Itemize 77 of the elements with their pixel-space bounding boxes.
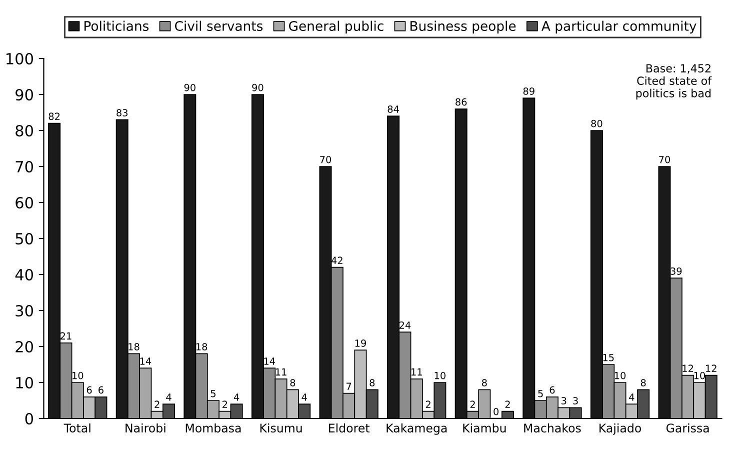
data-label: 15 (603, 354, 614, 362)
data-label: 7 (346, 382, 352, 390)
data-label: 84 (388, 105, 399, 113)
y-tick-label: 90 (16, 88, 34, 101)
y-tick-label: 80 (16, 124, 34, 137)
x-tick-label: Kisumu (260, 423, 302, 432)
x-tick-label: Kakamega (386, 423, 447, 435)
data-label: 14 (264, 358, 276, 365)
y-tick-label: 50 (16, 232, 34, 245)
y-tick-label: 20 (16, 340, 34, 353)
legend-label: A particular community (542, 20, 696, 34)
data-label: 6 (86, 386, 92, 394)
data-label: 11 (412, 368, 422, 376)
data-label: 18 (128, 343, 140, 350)
data-label: 18 (196, 343, 208, 350)
data-label: 83 (116, 109, 128, 116)
data-label: 90 (252, 84, 264, 92)
data-label: 3 (573, 397, 578, 404)
data-label: 39 (670, 267, 682, 275)
y-tick-label: 10 (16, 376, 34, 389)
data-label: 24 (399, 321, 411, 329)
y-tick-label: 0 (25, 412, 34, 425)
legend-label: Politicians (84, 20, 149, 31)
data-label: 70 (320, 156, 332, 164)
legend-label: Civil servants (175, 20, 263, 31)
y-tick-label: 60 (16, 196, 34, 209)
data-label: 8 (640, 379, 646, 386)
data-label: 14 (140, 358, 152, 365)
x-tick-label: Mombasa (186, 423, 241, 432)
data-label: 10 (694, 372, 706, 380)
data-label: 5 (538, 390, 543, 398)
data-label: 5 (210, 390, 216, 398)
legend-label: Business people (410, 20, 516, 34)
data-label: 2 (222, 400, 228, 408)
data-label: 11 (276, 368, 286, 376)
data-label: 0 (494, 408, 499, 416)
data-label: 82 (48, 112, 60, 120)
x-tick-label: Kiambu (463, 423, 506, 432)
data-label: 10 (614, 372, 626, 380)
x-tick-label: Garissa (666, 423, 709, 432)
data-label: 4 (302, 394, 307, 401)
data-label: 4 (166, 394, 172, 401)
data-label: 2 (505, 400, 510, 408)
x-tick-label: Nairobi (126, 423, 166, 432)
data-label: 86 (456, 98, 467, 106)
y-tick-label: 70 (16, 160, 34, 173)
legend-label: General public (289, 20, 384, 34)
data-label: 70 (659, 156, 670, 164)
data-label: 89 (523, 87, 534, 95)
data-label: 8 (290, 379, 296, 386)
data-label: 6 (550, 386, 555, 394)
y-tick-label: 40 (15, 268, 34, 281)
data-label: 90 (184, 84, 196, 92)
data-label: 12 (706, 364, 716, 372)
data-label: 2 (426, 400, 430, 408)
data-label: 2 (470, 400, 475, 408)
data-label: 2 (154, 400, 160, 408)
x-tick-label: Kajiado (600, 423, 642, 435)
data-label: 80 (591, 120, 602, 128)
data-label: 6 (98, 386, 104, 394)
data-label: 10 (72, 372, 84, 380)
data-label: 12 (682, 364, 694, 372)
x-tick-label: Eldoret (329, 423, 370, 432)
data-label: 4 (234, 394, 240, 401)
y-tick-label: 30 (16, 304, 34, 317)
data-label: 8 (370, 379, 375, 386)
data-label: 42 (331, 256, 342, 264)
x-tick-label: Machakos (524, 423, 581, 432)
x-tick-label: Total (64, 423, 90, 432)
data-label: 8 (482, 379, 487, 386)
data-label: 3 (562, 397, 566, 404)
data-label: 19 (355, 339, 366, 347)
data-label: 21 (60, 332, 72, 340)
annotation: Base: 1,452 Cited state of politics is bad (636, 64, 712, 100)
y-tick-label: 100 (6, 52, 34, 65)
data-label: 10 (434, 372, 446, 380)
data-label: 4 (629, 394, 634, 401)
